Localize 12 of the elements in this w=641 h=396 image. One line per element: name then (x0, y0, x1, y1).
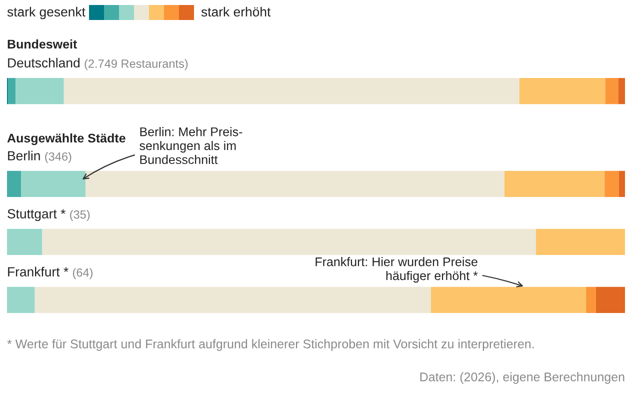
y-tick-label: Deutschland (2.749 Restaurants) (8, 58, 188, 70)
text: stark erhöht (201, 6, 271, 17)
annotation: Ausgewählte Städte (7, 133, 126, 146)
text: Daten: (2026), eigene Berechnungen (420, 372, 624, 384)
text: stark gesenkt (7, 6, 86, 20)
y-tick-label: Frankfurt * (64) (8, 266, 93, 280)
annotation: Berlin: Mehr Preis- senkungen als im Bundesschnitt (140, 127, 242, 164)
annotation: * Werte für Stuttgart und Frankfurt aufgrund kleinerer Stichproben mit Vorsicht zu interpretieren. (7, 339, 534, 351)
y-tick-label: Stuttgart * (35) (8, 209, 90, 222)
y-tick-label: Berlin (346) (8, 150, 72, 164)
text: Bundesweit (8, 39, 77, 49)
annotation: Frankfurt: Hier wurden Preise häufiger erhöht * (316, 257, 478, 283)
